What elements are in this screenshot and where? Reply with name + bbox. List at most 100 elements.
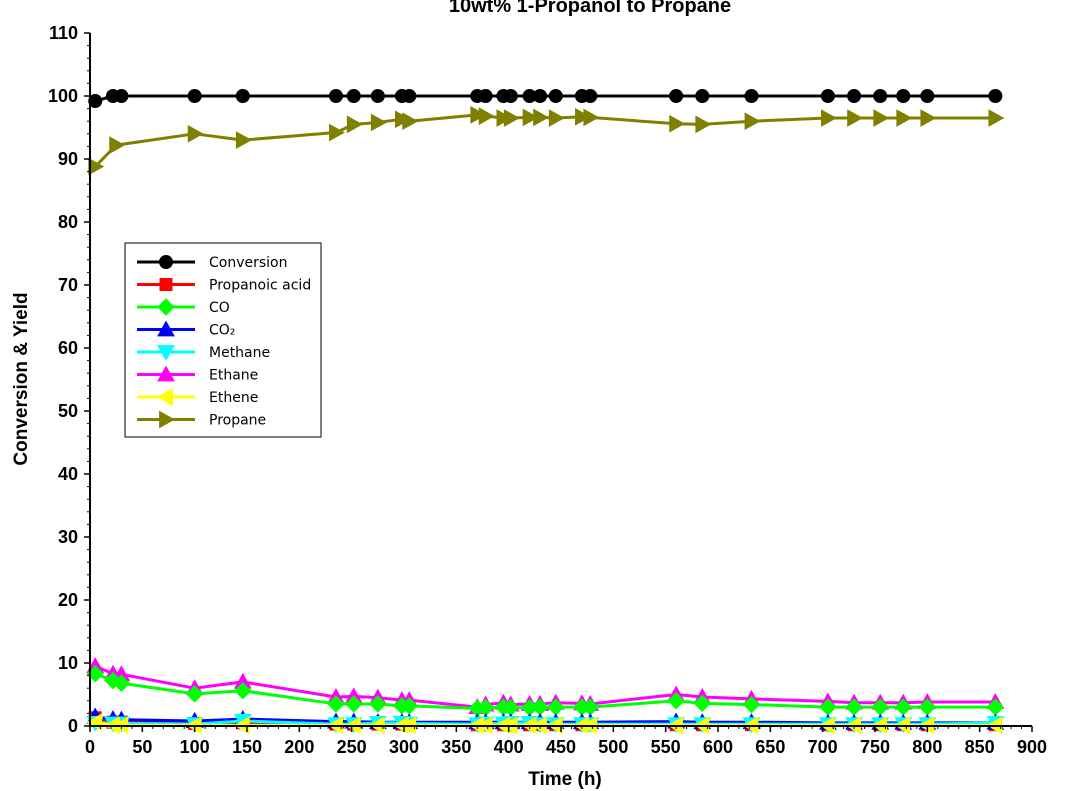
legend-swatch-marker	[157, 320, 175, 337]
y-tick-label: 0	[68, 716, 78, 736]
legend-swatch-marker	[159, 278, 173, 291]
series-co	[86, 665, 1005, 718]
x-tick-label: 300	[389, 737, 419, 757]
y-tick-label: 20	[58, 590, 78, 610]
legend-label: Conversion	[209, 255, 288, 271]
legend-label: Ethane	[209, 368, 258, 384]
data-point-co	[531, 698, 549, 716]
data-point-propane	[88, 157, 105, 176]
data-point-propane	[920, 109, 937, 127]
data-point-conversion	[820, 89, 835, 103]
data-point-co	[185, 685, 204, 703]
x-tick-label: 450	[546, 737, 576, 757]
data-point-propane	[873, 109, 890, 127]
data-point-conversion	[478, 89, 493, 103]
data-point-conversion	[346, 89, 361, 103]
data-point-conversion	[548, 89, 563, 103]
legend-item-ethane: Ethane	[137, 365, 258, 384]
x-tick-label: 600	[703, 737, 733, 757]
x-tick-label: 150	[232, 737, 262, 757]
legend-item-propanoic-acid: Propanoic acid	[137, 278, 311, 294]
data-point-conversion	[744, 89, 759, 103]
data-point-co	[667, 692, 685, 710]
x-tick-label: 350	[441, 737, 471, 757]
x-tick-label: 100	[180, 737, 210, 757]
data-point-propane	[695, 115, 712, 134]
legend-swatch-marker	[159, 255, 173, 269]
x-tick-label: 550	[651, 737, 681, 757]
data-point-conversion	[988, 89, 1003, 103]
series-line-co	[94, 672, 996, 710]
legend-item-propane: Propane	[137, 410, 266, 429]
data-point-propane	[821, 109, 837, 127]
legend-swatch-marker	[159, 410, 176, 429]
data-point-propane	[329, 123, 345, 142]
x-tick-label: 50	[132, 737, 152, 757]
data-point-propane	[533, 108, 550, 127]
x-tick-label: 850	[965, 737, 995, 757]
legend-label: Propanoic acid	[209, 278, 311, 294]
data-point-propane	[235, 131, 252, 149]
legend-swatch-marker	[157, 345, 175, 362]
legend-label: Propane	[209, 413, 266, 429]
x-axis-label: Time (h)	[528, 769, 602, 790]
data-point-conversion	[533, 89, 548, 103]
legend-box	[124, 242, 322, 438]
data-point-propane	[896, 109, 913, 127]
y-tick-label: 10	[58, 653, 78, 673]
data-point-propane	[744, 112, 761, 131]
legend-label: CO₂	[209, 323, 235, 339]
legend-swatch-marker	[156, 388, 173, 406]
data-point-propane	[988, 109, 1005, 127]
x-axis-ticks: 0 50 100 150 200 250 300 350 400 450 500 550 600 650 7…	[85, 726, 1047, 757]
legend-item-co: CO₂	[137, 320, 235, 339]
y-tick-label: 40	[58, 464, 78, 484]
legend-label: Ethene	[209, 390, 258, 406]
data-point-propane	[522, 108, 539, 127]
data-point-propane	[669, 114, 686, 133]
x-tick-label: 900	[1017, 737, 1047, 757]
data-point-conversion	[402, 89, 417, 103]
data-point-conversion	[88, 94, 103, 109]
data-point-propane	[548, 109, 565, 127]
x-tick-label: 200	[284, 737, 314, 757]
data-point-conversion	[896, 89, 911, 103]
y-tick-label: 50	[58, 401, 78, 421]
data-point-propane	[503, 109, 520, 127]
x-tick-label: 700	[808, 737, 838, 757]
data-point-propane	[583, 108, 600, 127]
y-axis-ticks: 0 10 20 30 40 50 60 70 80 90 100 110	[48, 23, 90, 736]
data-point-conversion	[873, 89, 888, 103]
data-point-conversion	[187, 89, 202, 103]
legend-item-co: CO	[137, 298, 230, 316]
y-tick-label: 90	[58, 149, 78, 169]
data-point-co	[345, 695, 363, 713]
data-point-co	[693, 694, 712, 713]
data-point-co	[112, 674, 131, 692]
data-point-conversion	[114, 89, 129, 103]
x-tick-label: 800	[912, 737, 942, 757]
data-point-conversion	[328, 89, 343, 103]
x-tick-label: 250	[337, 737, 367, 757]
data-point-conversion	[370, 89, 385, 103]
data-point-propane	[478, 107, 495, 126]
data-point-co	[742, 695, 761, 714]
x-tick-label: 400	[494, 737, 524, 757]
y-tick-label: 80	[58, 212, 78, 232]
legend-swatch-marker	[157, 365, 175, 382]
data-point-conversion	[235, 89, 250, 103]
data-point-conversion	[583, 89, 598, 103]
series-line-conversion	[94, 94, 996, 103]
series-line-propane	[94, 113, 996, 168]
y-axis-label: Conversion & Yield	[11, 292, 32, 465]
chart-title: 10wt% 1-Propanol to Propane	[449, 0, 731, 17]
legend: Conversion Propanoic acid CO CO₂ Methane Etha…	[124, 242, 322, 438]
y-tick-label: 110	[49, 23, 78, 43]
data-point-conversion	[503, 89, 518, 103]
data-point-propane	[402, 112, 419, 131]
data-point-propane	[470, 106, 487, 124]
x-tick-label: 0	[85, 737, 95, 757]
x-tick-label: 750	[860, 737, 890, 757]
data-point-co	[234, 682, 252, 700]
